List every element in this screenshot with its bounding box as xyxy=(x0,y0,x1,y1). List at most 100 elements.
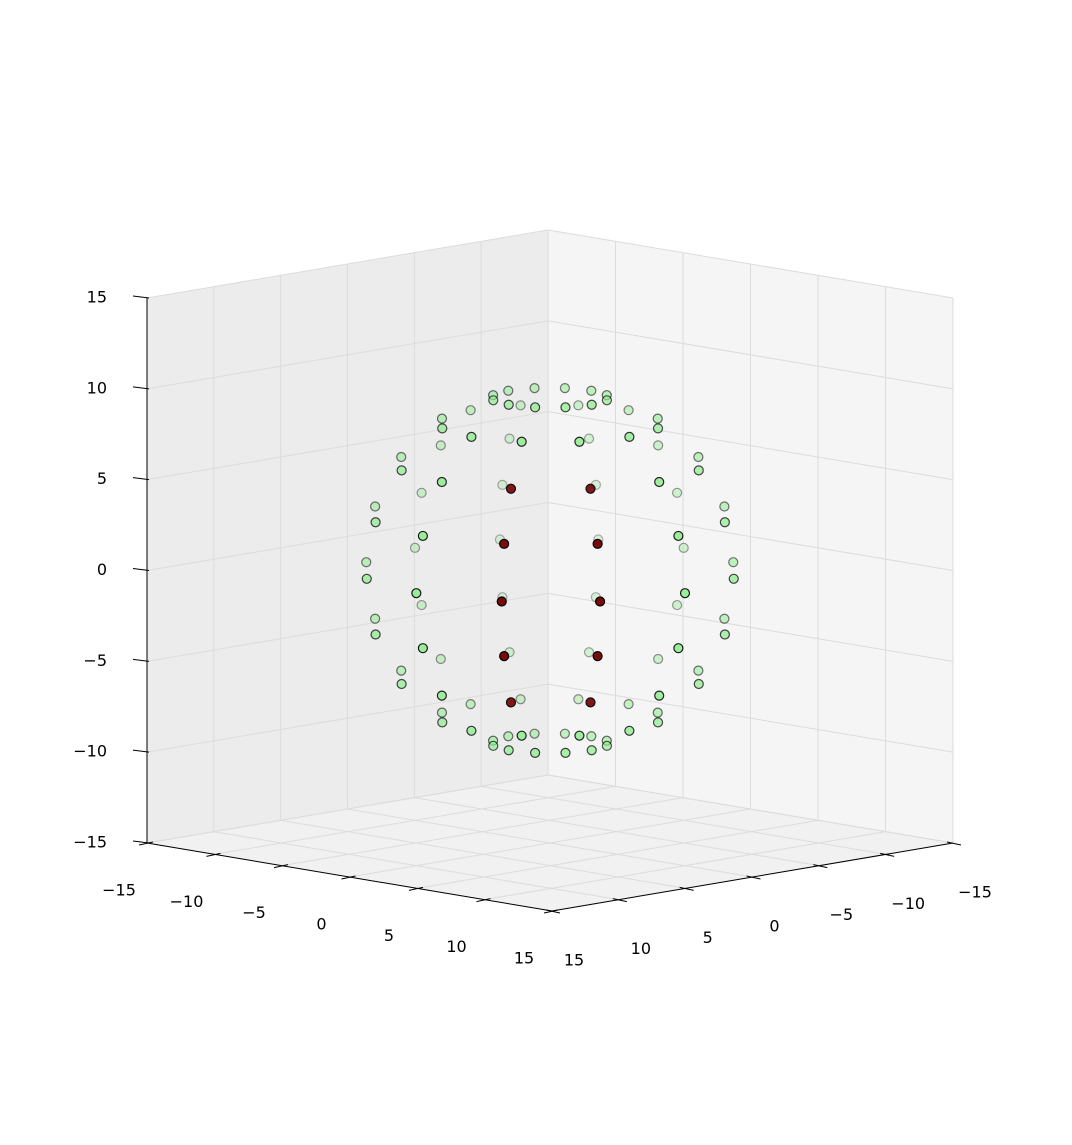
point xyxy=(361,557,372,568)
point xyxy=(673,643,684,654)
grid-line xyxy=(547,683,954,753)
point xyxy=(653,653,664,665)
x-tick xyxy=(679,886,694,891)
point xyxy=(370,629,381,640)
y-tick xyxy=(138,841,154,846)
grid-line xyxy=(146,502,549,571)
point xyxy=(465,405,476,416)
point xyxy=(719,501,730,512)
point xyxy=(396,665,407,676)
point xyxy=(436,707,448,718)
grid-line xyxy=(416,819,819,889)
z-tick-label: −15 xyxy=(73,833,107,852)
point xyxy=(601,395,612,406)
z-tick xyxy=(132,840,150,844)
x-tick-label: −15 xyxy=(958,883,992,902)
z-tick-label: −5 xyxy=(83,651,107,670)
point xyxy=(654,476,665,488)
point xyxy=(515,694,526,705)
point xyxy=(693,665,704,676)
y-tick xyxy=(476,898,491,903)
grid-line xyxy=(146,320,549,390)
z-tick xyxy=(132,658,150,662)
point xyxy=(504,433,515,444)
point xyxy=(652,423,664,434)
point xyxy=(586,745,597,756)
y-tick-label: 0 xyxy=(316,915,326,934)
point xyxy=(361,573,372,584)
point xyxy=(488,395,499,406)
x-tick xyxy=(946,841,962,846)
point xyxy=(652,413,663,424)
point xyxy=(505,697,517,708)
point xyxy=(515,400,526,411)
point xyxy=(465,699,476,710)
point xyxy=(503,385,514,396)
point xyxy=(623,699,634,710)
z-tick-label: 10 xyxy=(87,378,107,397)
x-tick-label: 10 xyxy=(631,939,651,958)
point xyxy=(672,599,683,611)
point xyxy=(586,385,597,396)
y-tick xyxy=(273,864,289,869)
point xyxy=(409,542,421,553)
point xyxy=(592,538,603,549)
y-tick-label: −10 xyxy=(170,892,204,911)
point xyxy=(719,629,730,640)
point xyxy=(436,690,447,701)
points xyxy=(361,383,739,758)
point xyxy=(654,690,665,701)
point xyxy=(396,678,407,690)
point xyxy=(585,483,596,494)
z-tick-label: 5 xyxy=(97,469,107,488)
grid xyxy=(146,229,954,912)
x-tick xyxy=(746,875,761,880)
point xyxy=(529,383,540,394)
point xyxy=(672,487,683,498)
grid-line xyxy=(281,797,684,867)
point xyxy=(466,725,477,736)
point xyxy=(497,479,508,490)
x-tick-label: −5 xyxy=(830,905,854,924)
point xyxy=(693,678,704,690)
point xyxy=(586,399,597,410)
point xyxy=(652,707,663,718)
point xyxy=(728,557,739,568)
point xyxy=(560,747,571,758)
grid-line xyxy=(547,411,954,481)
z-tick-label: 15 xyxy=(87,288,107,307)
y-tick-label: −15 xyxy=(102,881,136,900)
z-tick xyxy=(132,295,150,299)
x-tick xyxy=(880,852,895,857)
point xyxy=(693,451,704,463)
point xyxy=(416,599,427,611)
point xyxy=(503,745,514,756)
point xyxy=(574,730,585,741)
z-tick xyxy=(132,568,150,571)
grid-line xyxy=(146,592,549,662)
x-tick xyxy=(612,898,627,903)
point xyxy=(436,413,448,424)
grid-line xyxy=(146,683,549,753)
point xyxy=(496,596,507,607)
grid-line xyxy=(484,831,886,901)
x-tick-label: −10 xyxy=(891,894,925,913)
grid-line xyxy=(547,592,954,662)
point xyxy=(594,596,606,607)
point xyxy=(417,530,428,542)
y-axis xyxy=(146,842,553,912)
grid-line xyxy=(547,774,954,844)
x-tick-label: 15 xyxy=(564,951,584,970)
point xyxy=(435,653,446,665)
point xyxy=(678,542,689,553)
grid-line xyxy=(547,502,954,571)
point xyxy=(623,405,634,416)
grid-line xyxy=(214,785,616,855)
y-tick-label: 5 xyxy=(384,926,394,945)
point xyxy=(624,725,635,736)
point xyxy=(559,728,570,739)
z-tick xyxy=(132,386,150,390)
y-tick-label: 15 xyxy=(514,949,534,968)
point xyxy=(437,717,448,728)
point xyxy=(516,730,527,741)
